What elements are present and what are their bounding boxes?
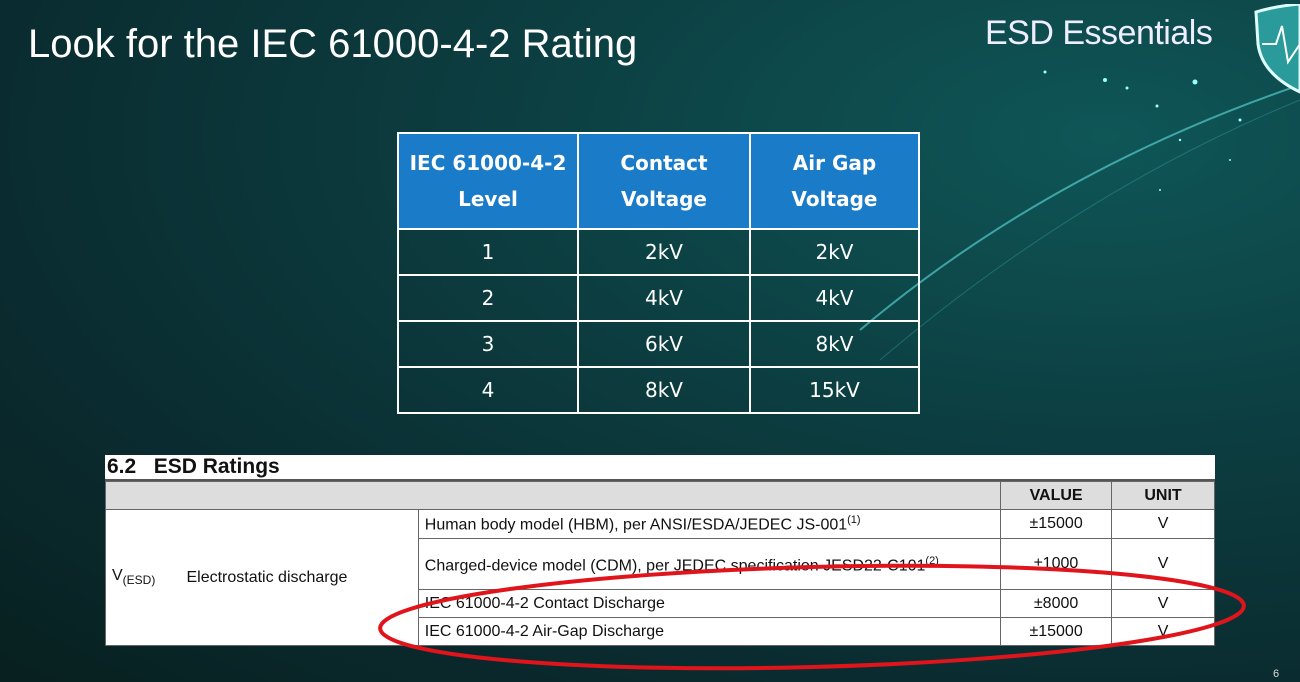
unit-cell: V xyxy=(1111,538,1215,590)
cell: 1 xyxy=(397,228,579,276)
brand-name: ESD Essentials xyxy=(985,14,1213,52)
cell: 4kV xyxy=(749,274,920,322)
esd-ratings-table: 6.2 ESD Ratings VALUE UNIT V(ESD) Electro… xyxy=(104,455,1215,646)
cell: 2 xyxy=(397,274,579,322)
unit-cell: V xyxy=(1111,509,1215,539)
symbol-cell: V(ESD) xyxy=(105,509,181,646)
table-row: 2 4kV 4kV xyxy=(397,274,920,322)
condition-cell: Charged-device model (CDM), per JEDEC sp… xyxy=(417,538,1002,590)
header-level: IEC 61000-4-2 Level xyxy=(397,132,579,230)
shield-logo-icon xyxy=(1254,4,1300,94)
cell: 4 xyxy=(397,366,579,414)
table-row: 4 8kV 15kV xyxy=(397,366,920,414)
unit-cell: V xyxy=(1111,589,1215,618)
header-air-gap-voltage: Air Gap Voltage xyxy=(749,132,920,230)
value-cell: ±1000 xyxy=(1000,538,1113,590)
condition-cell: IEC 61000-4-2 Contact Discharge xyxy=(417,589,1002,618)
slide-title: Look for the IEC 61000-4-2 Rating xyxy=(28,22,638,66)
header-contact-voltage: Contact Voltage xyxy=(577,132,751,230)
value-cell: ±15000 xyxy=(1000,509,1113,539)
iec-level-table: IEC 61000-4-2 Level Contact Voltage Air Ga… xyxy=(397,132,920,414)
page-number: 6 xyxy=(1273,668,1280,680)
cell: 4kV xyxy=(577,274,751,322)
header-unit: UNIT xyxy=(1111,481,1215,510)
condition-cell: IEC 61000-4-2 Air-Gap Discharge xyxy=(417,617,1002,646)
unit-cell: V xyxy=(1111,617,1215,646)
value-cell: ±15000 xyxy=(1000,617,1113,646)
value-cell: ±8000 xyxy=(1000,589,1113,618)
cell: 15kV xyxy=(749,366,920,414)
cell: 8kV xyxy=(577,366,751,414)
cell: 8kV xyxy=(749,320,920,368)
condition-cell: Human body model (HBM), per ANSI/ESDA/JE… xyxy=(417,509,1002,539)
table-header-row: IEC 61000-4-2 Level Contact Voltage Air Ga… xyxy=(397,132,920,230)
parameter-cell: Electrostatic discharge xyxy=(180,509,419,646)
table-row: V(ESD) Electrostatic discharge Human bod… xyxy=(105,509,1215,646)
cell: 2kV xyxy=(749,228,920,276)
cell: 2kV xyxy=(577,228,751,276)
cell: 3 xyxy=(397,320,579,368)
cell: 6kV xyxy=(577,320,751,368)
table-row: 3 6kV 8kV xyxy=(397,320,920,368)
table-caption: 6.2 ESD Ratings xyxy=(105,455,1215,481)
table-header-row: VALUE UNIT xyxy=(104,481,1215,510)
header-value: VALUE xyxy=(1000,481,1113,510)
table-row: 1 2kV 2kV xyxy=(397,228,920,276)
